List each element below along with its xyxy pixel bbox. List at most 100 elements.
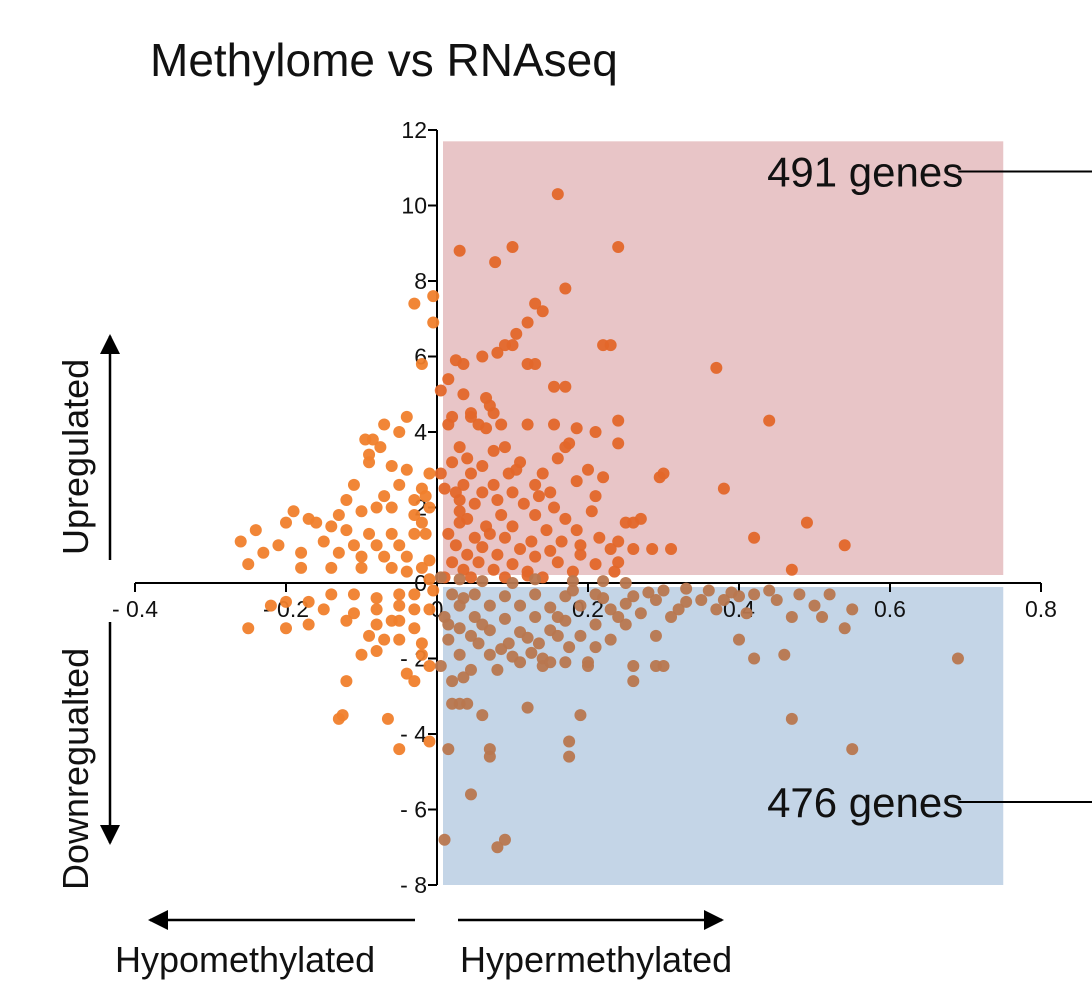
data-point — [393, 588, 406, 601]
data-point — [468, 610, 481, 623]
data-point — [574, 548, 587, 561]
data-point — [400, 410, 413, 423]
data-point — [763, 414, 776, 427]
data-point — [634, 607, 647, 620]
data-point — [529, 478, 542, 491]
data-point — [566, 565, 579, 578]
data-point — [612, 535, 625, 548]
data-point — [370, 618, 383, 631]
data-point — [680, 582, 693, 595]
data-point — [381, 712, 394, 725]
data-point — [442, 373, 455, 386]
data-point — [476, 350, 489, 363]
data-point — [846, 603, 859, 616]
data-point — [438, 482, 451, 495]
data-point — [548, 501, 561, 514]
data-point — [347, 478, 360, 491]
data-point — [551, 452, 564, 465]
data-point — [363, 629, 376, 642]
data-point — [733, 633, 745, 646]
data-point — [302, 618, 315, 631]
data-point — [325, 561, 338, 574]
data-point — [468, 497, 481, 510]
data-point — [710, 603, 723, 616]
data-point — [559, 656, 572, 669]
data-point — [378, 418, 391, 431]
data-point — [551, 556, 564, 569]
data-point — [461, 512, 474, 525]
data-point — [385, 561, 398, 574]
data-point — [438, 833, 451, 846]
data-point — [464, 407, 477, 420]
data-point — [427, 584, 440, 597]
data-point — [498, 339, 511, 352]
data-point — [310, 516, 323, 529]
chart-title: Methylome vs RNAseq — [150, 34, 618, 86]
data-point — [370, 592, 383, 605]
data-point — [487, 563, 500, 576]
data-point — [517, 497, 530, 510]
upregulated-region — [443, 141, 1004, 575]
data-point — [585, 505, 598, 518]
data-point — [464, 629, 477, 642]
data-point — [423, 573, 436, 586]
data-point — [408, 297, 421, 310]
data-point — [627, 543, 640, 556]
data-point — [423, 603, 436, 616]
data-point — [646, 543, 659, 556]
data-point — [472, 637, 485, 650]
data-point — [476, 575, 489, 588]
data-point — [717, 482, 730, 495]
data-point — [612, 610, 625, 623]
data-point — [434, 660, 447, 673]
data-point — [521, 316, 534, 329]
data-point — [347, 539, 360, 552]
y-tick-label: 12 — [401, 117, 427, 143]
data-point — [498, 833, 511, 846]
data-point — [257, 546, 270, 559]
data-point — [385, 501, 398, 514]
data-point — [582, 660, 594, 673]
data-point — [355, 648, 368, 661]
hypermethylated-label: Hypermethylated — [460, 939, 732, 980]
data-point — [495, 509, 508, 522]
data-point — [295, 546, 308, 559]
data-point — [657, 467, 670, 480]
data-point — [506, 486, 519, 499]
data-point — [570, 475, 583, 488]
data-point — [540, 524, 553, 537]
data-point — [574, 539, 587, 552]
data-point — [510, 327, 523, 340]
data-point — [529, 588, 542, 601]
data-point — [385, 459, 398, 472]
data-point — [763, 584, 776, 597]
x-tick-label: 0.6 — [874, 596, 906, 622]
data-point — [748, 531, 761, 544]
data-point — [476, 618, 489, 631]
data-point — [514, 599, 527, 612]
data-point — [597, 592, 610, 605]
data-point — [423, 735, 436, 748]
data-point — [408, 509, 421, 522]
data-point — [498, 612, 511, 625]
data-point — [415, 561, 428, 574]
data-point — [242, 558, 255, 571]
y-tick-label: 8 — [414, 268, 427, 294]
y-tick-label: - 4 — [400, 721, 427, 747]
data-point — [483, 527, 496, 540]
data-point — [597, 471, 610, 484]
highlight-regions — [443, 141, 1004, 885]
data-point — [589, 426, 602, 438]
data-point — [597, 575, 610, 588]
data-point — [612, 437, 625, 450]
data-point — [717, 593, 730, 606]
data-point — [574, 709, 587, 722]
data-point — [506, 558, 519, 571]
data-point — [359, 433, 372, 446]
data-point — [476, 541, 489, 554]
data-point — [453, 493, 466, 506]
data-point — [563, 750, 576, 763]
data-point — [710, 361, 723, 374]
data-point — [355, 561, 368, 574]
data-point — [529, 358, 542, 371]
